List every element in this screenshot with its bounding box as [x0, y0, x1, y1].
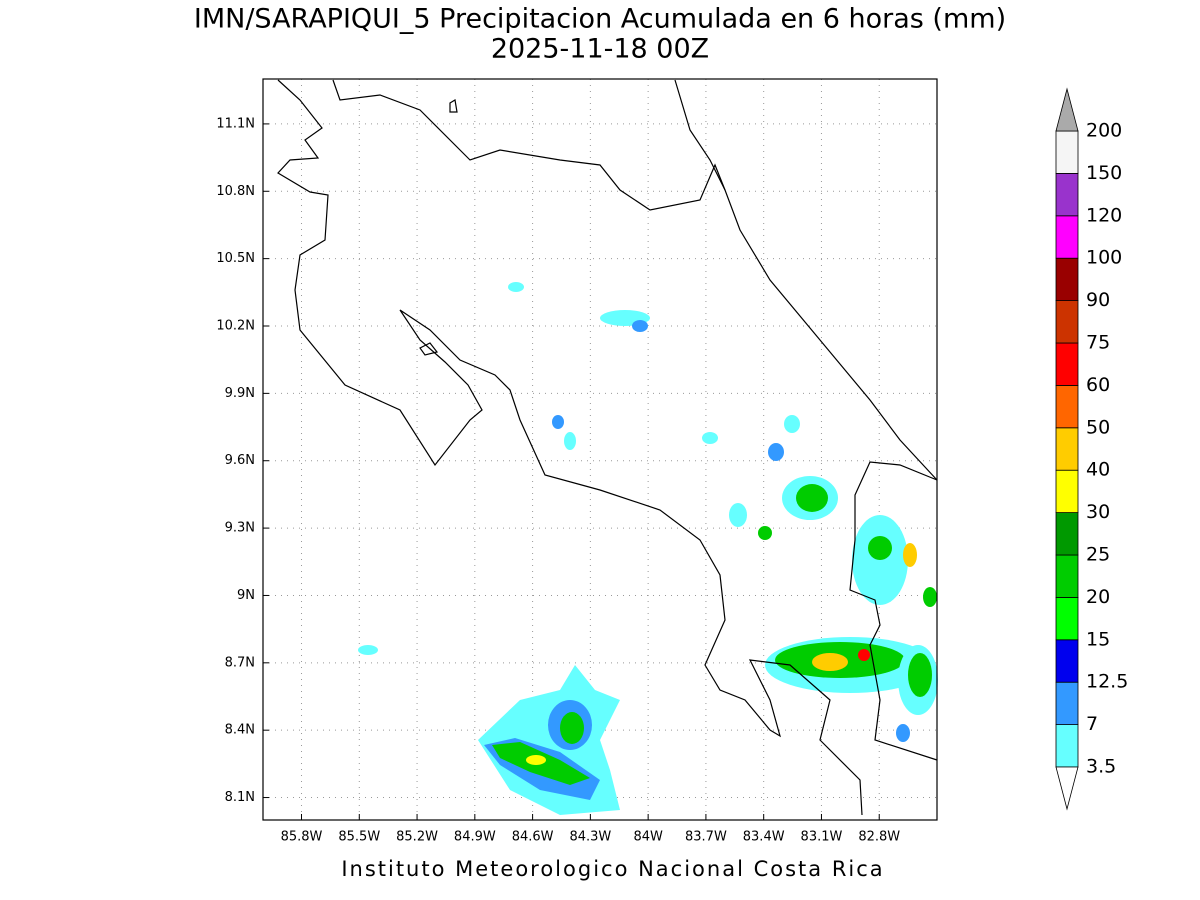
rain-area [560, 712, 584, 744]
rain-area [508, 282, 524, 292]
rain-area [896, 724, 910, 742]
credit: Instituto Meteorologico Nacional Costa R… [341, 857, 884, 881]
rain-area [796, 484, 828, 512]
lon-tick-label: 83.7W [685, 830, 727, 845]
colorbar-segment [1055, 554, 1079, 598]
lat-tick-label: 11.1N [216, 116, 255, 131]
lat-tick-label: 9.9N [225, 386, 255, 401]
lat-tick-label: 9.6N [225, 453, 255, 468]
rain-area [478, 665, 620, 815]
lon-tick-label: 82.8W [858, 830, 900, 845]
rain-area [702, 432, 718, 444]
rain-area [552, 415, 564, 429]
colorbar-over [1055, 87, 1079, 132]
rain-area [903, 543, 917, 567]
rain-area [632, 320, 648, 332]
lat-tick-label: 10.8N [216, 184, 255, 199]
lon-tick-label: 83.1W [801, 830, 843, 845]
rain-area [908, 653, 932, 697]
colorbar-segment [1055, 172, 1079, 217]
lat-tick-label: 8.1N [225, 790, 255, 805]
colorbar-segment [1055, 257, 1079, 302]
lat-tick-label: 10.5N [216, 251, 255, 266]
colorbar-label: 100 [1086, 247, 1122, 269]
rain-area [858, 649, 870, 661]
lon-tick-label: 85.2W [396, 830, 438, 845]
lat-tick-label: 8.4N [225, 723, 255, 738]
rain-area [729, 503, 747, 527]
colorbar-label: 90 [1086, 289, 1110, 311]
lon-tick-label: 83.4W [743, 830, 785, 845]
caribbean-coast [674, 79, 938, 481]
colorbar-label: 40 [1086, 459, 1110, 481]
lon-tick-label: 84W [633, 830, 663, 845]
colorbar-label: 60 [1086, 374, 1110, 396]
lat-tick-label: 8.7N [225, 655, 255, 670]
rain-area [564, 432, 576, 450]
colorbar-segment [1055, 639, 1079, 683]
colorbar-segment [1055, 469, 1079, 514]
nicaragua-border [332, 79, 726, 211]
colorbar-segment [1055, 384, 1079, 429]
colorbar-under [1055, 766, 1079, 811]
colorbar-segment [1055, 681, 1079, 726]
colorbar-label: 50 [1086, 416, 1110, 438]
colorbar-label: 15 [1086, 628, 1110, 650]
island [449, 99, 458, 113]
lon-tick-label: 84.3W [569, 830, 611, 845]
lat-tick-label: 9N [237, 588, 255, 603]
lon-tick-label: 84.6W [512, 830, 554, 845]
pacific-coast [277, 79, 863, 816]
map-frame [262, 78, 938, 821]
island [419, 342, 439, 356]
rain-area [358, 645, 378, 655]
lat-tick-label: 9.3N [225, 521, 255, 536]
colorbar-segment [1055, 427, 1079, 471]
rain-area [758, 526, 772, 540]
colorbar-segment [1055, 300, 1079, 344]
panama-border [849, 461, 938, 761]
colorbar-label: 7 [1086, 713, 1098, 735]
rain-area [526, 755, 546, 765]
colorbar-segment [1055, 130, 1079, 174]
lon-tick-label: 84.9W [454, 830, 496, 845]
rain-area [923, 587, 937, 607]
colorbar-label: 120 [1086, 204, 1122, 226]
rain-area [768, 443, 784, 461]
rain-area [784, 415, 800, 433]
rain-area [868, 536, 892, 560]
lat-tick-label: 10.2N [216, 319, 255, 334]
colorbar-label: 200 [1086, 120, 1122, 142]
colorbar: 3.5 7 12.5 15 20 25 30 40 50 60 75 90 100 120 150 200 [1055, 87, 1128, 811]
colorbar-segment [1055, 215, 1079, 259]
colorbar-label: 25 [1086, 544, 1110, 566]
lon-tick-label: 85.8W [281, 830, 323, 845]
colorbar-label: 30 [1086, 501, 1110, 523]
title: IMN/SARAPIQUI_5 Precipitacion Acumulada … [194, 4, 1006, 35]
colorbar-segment [1055, 597, 1079, 641]
subtitle: 2025-11-18 00Z [491, 34, 709, 65]
coastline [277, 79, 938, 816]
precipitation [358, 282, 938, 815]
colorbar-label: 75 [1086, 332, 1110, 354]
colorbar-label: 3.5 [1086, 756, 1116, 778]
lon-tick-label: 85.5W [338, 830, 380, 845]
colorbar-segment [1055, 512, 1079, 556]
rain-area [812, 653, 848, 671]
colorbar-segment [1055, 724, 1079, 768]
colorbar-label: 150 [1086, 162, 1122, 184]
colorbar-label: 12.5 [1086, 671, 1128, 693]
colorbar-segment [1055, 342, 1079, 386]
colorbar-label: 20 [1086, 586, 1110, 608]
